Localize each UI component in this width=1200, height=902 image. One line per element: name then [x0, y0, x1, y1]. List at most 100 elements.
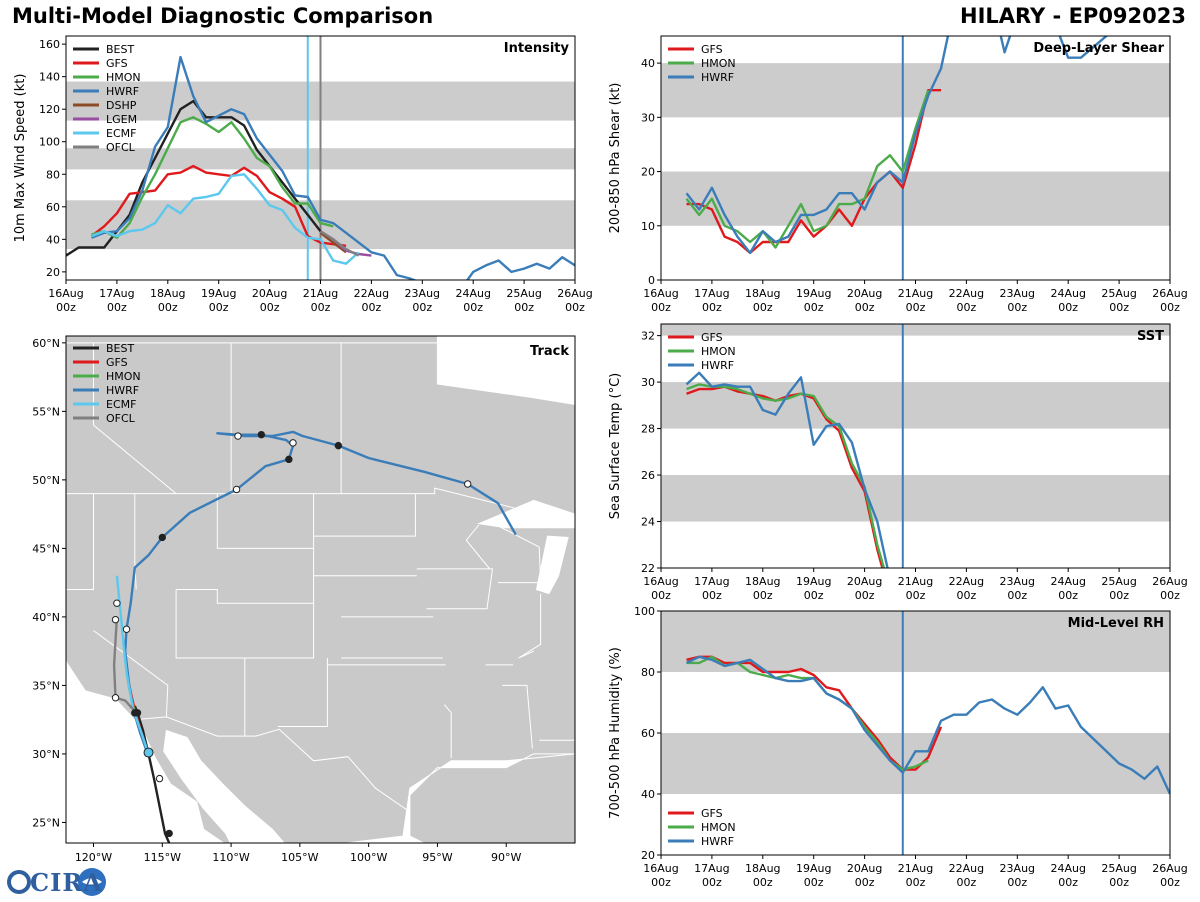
- x-tick-label: 00z: [957, 589, 977, 602]
- x-tick-label: 21Aug: [898, 287, 933, 300]
- series-hmon: [91, 116, 334, 239]
- band: [661, 63, 1170, 118]
- x-tick-label: 19Aug: [796, 575, 831, 588]
- track-marker: [158, 533, 166, 542]
- track-marker: [111, 615, 120, 624]
- y-tick-label: 32: [641, 330, 655, 343]
- x-tick-label: 00z: [56, 301, 76, 314]
- legend-label: GFS: [701, 331, 723, 344]
- x-tick-label: 00z: [855, 876, 875, 889]
- x-tick-label: 00z: [906, 301, 926, 314]
- legend-label: DSHP: [106, 99, 137, 112]
- chart-title: Track: [530, 344, 569, 359]
- lake: [476, 499, 575, 529]
- y-tick-label: 160: [39, 38, 60, 51]
- series-ecmf: [91, 173, 360, 265]
- y-tick-label: 30°N: [32, 748, 60, 761]
- x-tick-label: 21Aug: [303, 287, 338, 300]
- x-tick-label: 19Aug: [201, 287, 236, 300]
- x-tick-label: 24Aug: [1050, 862, 1085, 875]
- y-tick-label: 0: [648, 274, 655, 287]
- x-tick-label: 18Aug: [745, 287, 780, 300]
- y-tick-label: 140: [39, 71, 60, 84]
- legend-label: HMON: [701, 345, 736, 358]
- lake: [582, 536, 644, 576]
- x-tick-label: 00z: [260, 301, 280, 314]
- series-hwrf: [685, 371, 889, 568]
- y-tick-label: 45°N: [32, 542, 60, 555]
- legend-label: GFS: [701, 807, 723, 820]
- x-tick-label: 00z: [855, 301, 875, 314]
- y-tick-label: 26: [641, 469, 655, 482]
- plot-area: [661, 36, 1170, 280]
- page-title: Multi-Model Diagnostic Comparison: [12, 4, 434, 28]
- track-marker: [257, 430, 266, 439]
- map-area: [66, 336, 696, 843]
- x-tick-label: 00z: [1058, 301, 1078, 314]
- x-tick-label: 00z: [855, 589, 875, 602]
- x-tick-label: 17Aug: [694, 862, 729, 875]
- x-tick-label: 00z: [906, 876, 926, 889]
- y-tick-label: 24: [641, 516, 655, 529]
- track-marker: [155, 774, 164, 783]
- y-tick-label: 35°N: [32, 679, 60, 692]
- chart-title: Deep-Layer Shear: [1033, 41, 1164, 56]
- border-line: [277, 658, 328, 727]
- border-line: [465, 524, 491, 570]
- border-line: [216, 493, 315, 549]
- y-tick-label: 20: [46, 266, 60, 279]
- legend-label: HMON: [106, 370, 141, 383]
- lake: [648, 561, 696, 572]
- legend-label: HMON: [106, 71, 141, 84]
- border-line: [175, 589, 315, 659]
- x-tick-label: 24Aug: [1050, 575, 1085, 588]
- border-line: [578, 590, 637, 630]
- x-tick-label: 00z: [753, 589, 773, 602]
- y-axis-label: Sea Surface Temp (°C): [608, 373, 623, 520]
- series-hwrf: [91, 55, 575, 280]
- y-tick-label: 120: [39, 103, 60, 116]
- y-tick-label: 40°N: [32, 611, 60, 624]
- x-tick-label: 00z: [209, 301, 229, 314]
- plot-area: [661, 611, 1170, 855]
- border-line: [93, 630, 169, 717]
- legend-label: HWRF: [106, 384, 139, 397]
- track-marker: [232, 485, 241, 494]
- legend-label: HMON: [701, 821, 736, 834]
- y-tick-label: 10: [641, 220, 655, 233]
- x-tick-label: 20Aug: [847, 862, 882, 875]
- x-tick-label: 00z: [651, 589, 671, 602]
- x-tick-label: 00z: [702, 876, 722, 889]
- x-tick-label: 00z: [1160, 589, 1180, 602]
- track-marker: [143, 747, 154, 758]
- axes-frame: [660, 323, 1171, 569]
- track-marker: [165, 829, 173, 838]
- x-tick-label: 16Aug: [643, 287, 678, 300]
- y-tick-label: 50°N: [32, 474, 60, 487]
- x-tick-label: 00z: [1007, 301, 1027, 314]
- y-tick-label: 100: [39, 136, 60, 149]
- x-tick-label: 23Aug: [405, 287, 440, 300]
- x-tick-label: 00z: [804, 301, 824, 314]
- border-line: [93, 342, 177, 494]
- chart-shear: 01020304016Aug00z17Aug00z18Aug00z19Aug00…: [608, 35, 1188, 314]
- legend-label: GFS: [106, 356, 128, 369]
- border-line: [134, 493, 137, 590]
- legend-label: GFS: [701, 43, 723, 56]
- x-tick-label: 25Aug: [1101, 862, 1136, 875]
- legend-label: ECMF: [106, 127, 136, 140]
- logo-text: CIRA: [30, 868, 103, 897]
- series-hmon: [686, 383, 886, 568]
- chart-title: SST: [1137, 329, 1164, 344]
- legend-label: HWRF: [701, 835, 734, 848]
- series-hwrf: [685, 36, 1109, 255]
- chart-track: 25°N 30°N 35°N 40°N 45°N 50°N 55°N 60°N 120°W 115…: [32, 335, 696, 864]
- series-hwrf: [685, 655, 1170, 795]
- chart-title: Intensity: [504, 41, 570, 56]
- x-tick-label: 00z: [1160, 301, 1180, 314]
- x-tick-label: 00z: [1109, 876, 1129, 889]
- track-marker: [234, 432, 242, 440]
- x-tick-label: 22Aug: [949, 575, 984, 588]
- legend-label: LGEM: [106, 113, 137, 126]
- border-line: [502, 684, 533, 749]
